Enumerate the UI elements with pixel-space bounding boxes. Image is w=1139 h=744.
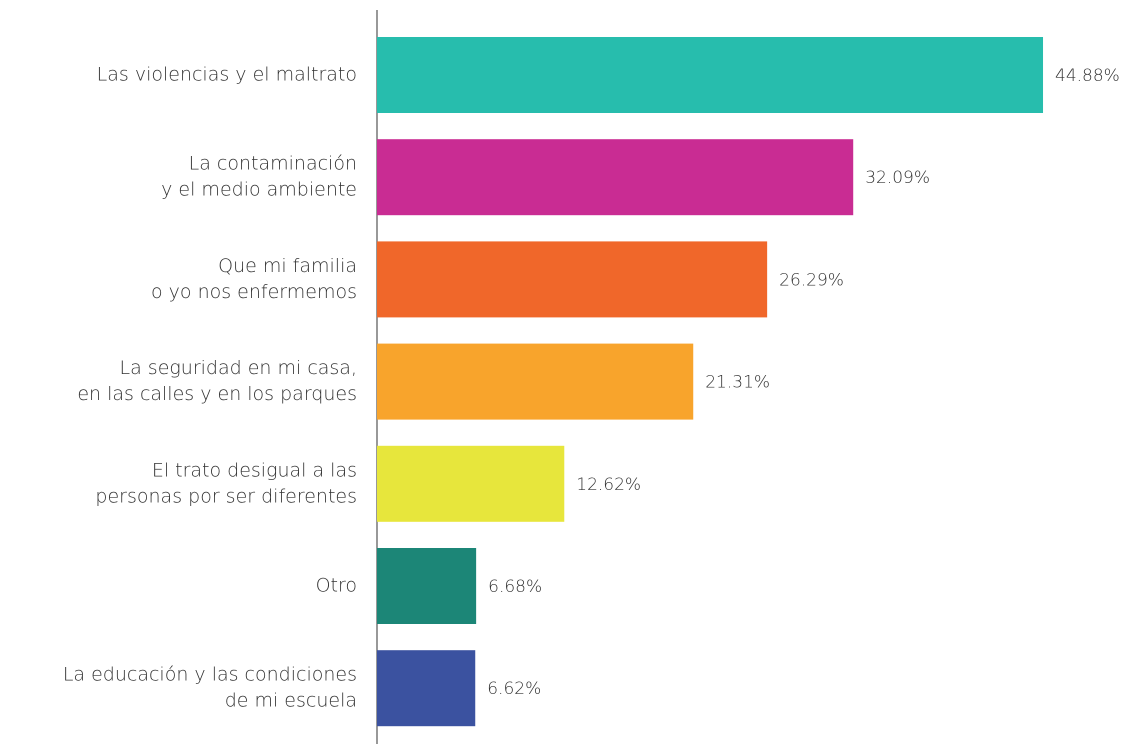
value-label: 6.62% (487, 679, 541, 699)
value-label: 44.88% (1055, 66, 1120, 86)
category-label: Que mi familia (218, 255, 357, 277)
category-label: Otro (316, 575, 357, 597)
category-label: personas por ser diferentes (95, 485, 357, 507)
category-label: de mi escuela (225, 690, 357, 712)
bar (377, 343, 694, 420)
bar (377, 37, 1044, 113)
category-label: Las violencias y el maltrato (97, 64, 357, 86)
value-label: 6.68% (488, 577, 542, 597)
value-label: 12.62% (576, 475, 641, 495)
bar (377, 650, 476, 727)
value-label: 32.09% (865, 168, 930, 188)
category-label: o yo nos enfermemos (151, 281, 357, 303)
category-label: El trato desigual a las (152, 459, 357, 481)
category-label: y el medio ambiente (161, 179, 357, 201)
bar (377, 139, 854, 216)
category-label: La seguridad en mi casa, (120, 357, 357, 379)
category-label: La educación y las condiciones (63, 664, 357, 686)
value-label: 26.29% (779, 270, 844, 290)
bar (377, 445, 565, 522)
value-label: 21.31% (705, 373, 770, 393)
bar (377, 548, 477, 624)
category-label: La contaminación (189, 153, 357, 175)
category-label: en las calles y en los parques (77, 383, 357, 405)
bar (377, 241, 768, 318)
